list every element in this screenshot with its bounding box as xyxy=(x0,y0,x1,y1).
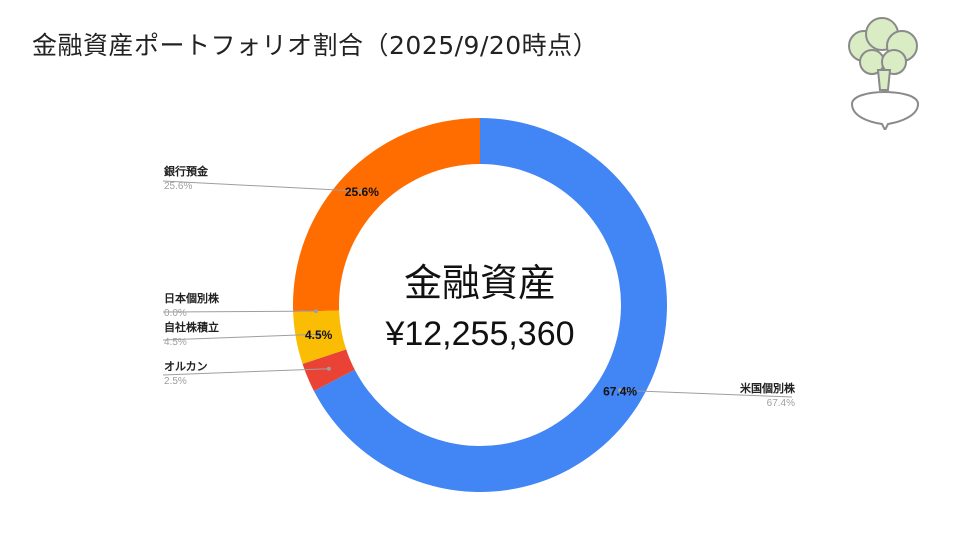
turnip-icon xyxy=(848,17,920,130)
chart-callouts: 米国個別株 67.4% オルカン 2.5% 自社株積立 4.5% 日本個別株 0.0% 銀行預金… xyxy=(162,164,796,409)
callout-name-3: 日本個別株 xyxy=(164,291,220,305)
page-title: 金融資産ポートフォリオ割合（2025/9/20時点） xyxy=(32,31,599,60)
slice-inner-label-2: 4.5% xyxy=(305,328,333,342)
center-title: 金融資産 xyxy=(404,261,556,305)
callout-name-0: 米国個別株 xyxy=(739,381,796,395)
slice-2 xyxy=(293,310,347,364)
slice-inner-label-0: 67.4% xyxy=(603,384,637,398)
slice-4 xyxy=(293,118,480,313)
callout-line-1 xyxy=(162,368,329,376)
chart-inner-labels: 67.4% 4.5% 25.6% xyxy=(305,185,637,398)
center-value: ¥12,255,360 xyxy=(384,315,574,353)
callout-line-0 xyxy=(620,389,793,398)
callout-line-3 xyxy=(162,310,317,313)
callout-name-1: オルカン xyxy=(164,360,208,373)
callout-pct-3: 0.0% xyxy=(164,308,187,319)
callout-pct-0: 67.4% xyxy=(767,398,795,409)
slice-inner-label-4: 25.6% xyxy=(345,185,379,199)
chart-slices xyxy=(293,118,668,492)
callout-pct-4: 25.6% xyxy=(164,181,192,192)
callout-pct-2: 4.5% xyxy=(164,337,187,348)
callout-name-4: 銀行預金 xyxy=(164,164,209,178)
callout-line-2 xyxy=(162,333,319,341)
callout-line-4 xyxy=(162,180,362,192)
callout-pct-1: 2.5% xyxy=(164,376,187,387)
callout-name-2: 自社株積立 xyxy=(164,320,219,334)
